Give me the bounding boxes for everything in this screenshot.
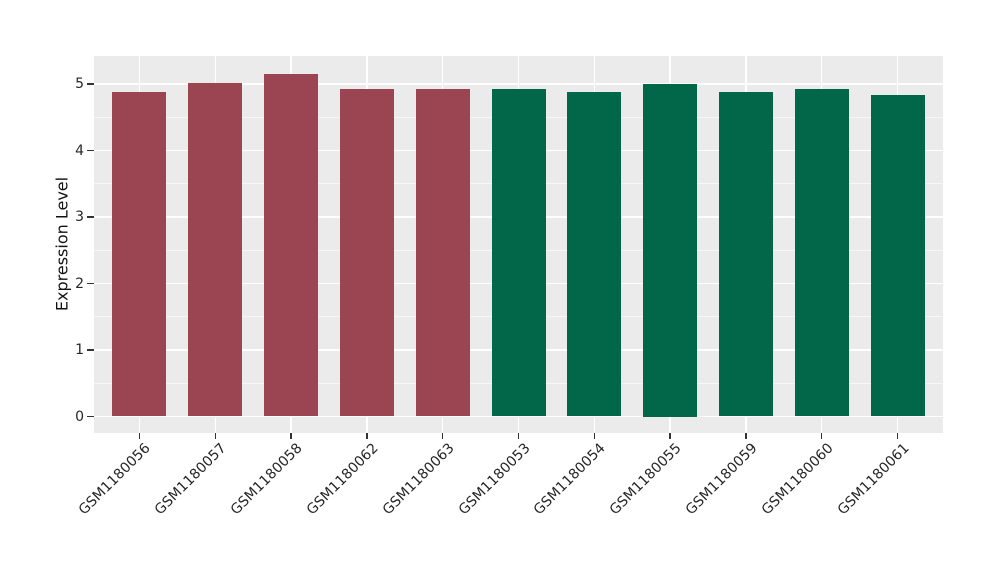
x-tick-label: GSM1180054 <box>531 440 609 519</box>
y-tick-mark <box>87 83 94 85</box>
y-tick-mark <box>87 282 94 285</box>
x-tick-label: GSM1180060 <box>758 440 837 519</box>
bar-GSM1180055 <box>643 84 698 417</box>
x-tick-label: GSM1180053 <box>455 440 534 519</box>
x-tick-label: GSM1180063 <box>379 440 458 519</box>
bar-GSM1180056 <box>112 91 167 417</box>
x-tick-label: GSM1180057 <box>151 440 230 519</box>
x-tick-mark <box>821 433 823 439</box>
plot-panel <box>94 56 943 433</box>
y-tick-label: 2 <box>75 275 84 292</box>
y-tick-mark <box>87 149 94 152</box>
x-tick-mark <box>745 433 747 439</box>
bar-GSM1180053 <box>491 88 546 417</box>
x-tick-label: GSM1180059 <box>682 440 761 519</box>
x-tick-mark <box>517 433 520 439</box>
x-tick-mark <box>669 433 671 439</box>
x-tick-label: GSM1180056 <box>76 440 155 519</box>
bar-GSM1180057 <box>188 82 243 417</box>
x-tick-label: GSM1180055 <box>606 440 685 519</box>
bar-GSM1180054 <box>567 91 622 417</box>
x-tick-mark <box>366 433 368 439</box>
y-tick-label: 4 <box>75 142 84 159</box>
x-tick-label: GSM1180058 <box>227 440 306 519</box>
x-tick-label: GSM1180061 <box>834 440 913 519</box>
y-tick-label: 0 <box>75 408 84 425</box>
x-tick-mark <box>214 433 216 439</box>
bar-GSM1180058 <box>264 74 319 417</box>
y-tick-mark <box>87 349 94 351</box>
x-tick-mark <box>441 433 444 439</box>
y-tick-label: 1 <box>75 342 84 358</box>
x-tick-mark <box>896 433 899 439</box>
x-tick-mark <box>593 433 595 439</box>
y-tick-label: 5 <box>75 76 84 92</box>
bar-GSM1180063 <box>415 89 470 417</box>
x-tick-mark <box>138 433 141 439</box>
bar-GSM1180062 <box>339 89 394 417</box>
y-tick-label: 3 <box>75 209 84 225</box>
x-tick-label: GSM1180062 <box>303 440 382 519</box>
bar-GSM1180059 <box>718 91 773 417</box>
bar-GSM1180061 <box>870 95 925 417</box>
bar-GSM1180060 <box>794 88 849 417</box>
y-tick-mark <box>87 216 94 218</box>
y-tick-mark <box>87 415 94 418</box>
x-tick-mark <box>290 433 292 439</box>
